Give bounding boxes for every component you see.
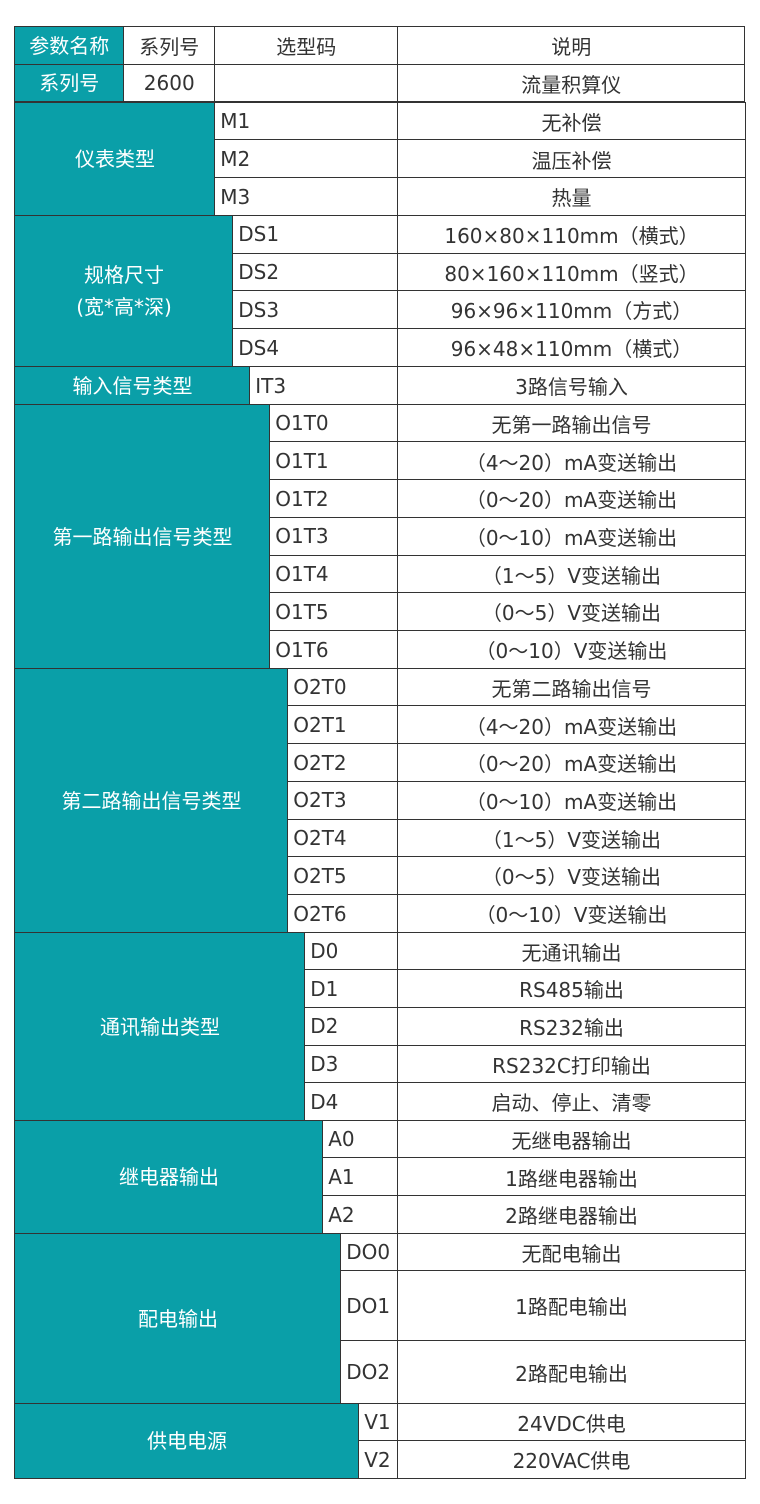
option-desc: （0～5）V变送输出 bbox=[397, 592, 746, 632]
option-code: O2T2 bbox=[287, 743, 399, 783]
option-code: O2T4 bbox=[287, 818, 399, 858]
option-desc: RS232输出 bbox=[397, 1006, 746, 1047]
option-desc: 无第一路输出信号 bbox=[397, 403, 746, 443]
group-label: 通讯输出类型 bbox=[14, 931, 306, 1122]
option-code: IT3 bbox=[249, 365, 399, 406]
option-code: A2 bbox=[322, 1195, 399, 1235]
group-label: 继电器输出 bbox=[14, 1119, 324, 1235]
option-desc: 1路配电输出 bbox=[397, 1269, 746, 1342]
group-label: 配电输出 bbox=[14, 1232, 342, 1405]
option-desc: 3路信号输入 bbox=[397, 365, 746, 406]
option-desc: 220VAC供电 bbox=[397, 1440, 746, 1480]
option-code: O2T5 bbox=[287, 856, 399, 896]
option-desc: 96×48×110mm（横式） bbox=[397, 328, 746, 368]
option-desc: RS232C打印输出 bbox=[397, 1044, 746, 1084]
option-desc: （0～20）mA变送输出 bbox=[397, 743, 746, 783]
option-desc: （1～5）V变送输出 bbox=[397, 554, 746, 594]
option-desc: 无通讯输出 bbox=[397, 931, 746, 971]
option-code: D2 bbox=[304, 1006, 399, 1047]
option-code: DS1 bbox=[232, 214, 399, 254]
option-code: V1 bbox=[358, 1402, 399, 1442]
option-code: O1T0 bbox=[269, 403, 399, 443]
option-desc: 无第二路输出信号 bbox=[397, 667, 746, 707]
option-desc: RS485输出 bbox=[397, 969, 746, 1009]
group-label: 第二路输出信号类型 bbox=[14, 667, 289, 934]
option-code: DO2 bbox=[340, 1339, 399, 1405]
option-code: DS2 bbox=[232, 252, 399, 292]
series-code bbox=[214, 64, 399, 103]
group-label: 仪表类型 bbox=[14, 101, 216, 217]
option-desc: 无继电器输出 bbox=[397, 1119, 746, 1159]
option-desc: （0～10）mA变送输出 bbox=[397, 516, 746, 557]
option-desc: 24VDC供电 bbox=[397, 1402, 746, 1442]
option-desc: （0～10）V变送输出 bbox=[397, 629, 746, 670]
option-code: DO1 bbox=[340, 1269, 399, 1342]
option-desc: （4～20）mA变送输出 bbox=[397, 705, 746, 745]
option-code: O1T4 bbox=[269, 554, 399, 594]
option-code: DS4 bbox=[232, 328, 399, 368]
option-code: M2 bbox=[214, 139, 399, 179]
option-code: O1T2 bbox=[269, 479, 399, 519]
series-value: 2600 bbox=[123, 64, 216, 103]
option-code: O2T6 bbox=[287, 893, 399, 934]
header-param-name: 参数名称 bbox=[14, 26, 125, 66]
option-desc: 启动、停止、清零 bbox=[397, 1082, 746, 1122]
option-code: O2T1 bbox=[287, 705, 399, 745]
option-desc: （4～20）mA变送输出 bbox=[397, 441, 746, 481]
option-desc: 1路继电器输出 bbox=[397, 1157, 746, 1197]
option-code: A0 bbox=[322, 1119, 399, 1159]
option-code: O1T5 bbox=[269, 592, 399, 632]
option-desc: （0～10）V变送输出 bbox=[397, 893, 746, 934]
option-desc: 无配电输出 bbox=[397, 1232, 746, 1272]
option-desc: （0～10）mA变送输出 bbox=[397, 780, 746, 821]
option-code: V2 bbox=[358, 1440, 399, 1480]
option-desc: 2路继电器输出 bbox=[397, 1195, 746, 1235]
option-desc: 160×80×110mm（横式） bbox=[397, 214, 746, 254]
option-code: DS3 bbox=[232, 290, 399, 330]
option-code: D4 bbox=[304, 1082, 399, 1122]
option-code: DO0 bbox=[340, 1232, 399, 1272]
option-code: O2T0 bbox=[287, 667, 399, 707]
option-desc: 热量 bbox=[397, 177, 746, 217]
option-code: O2T3 bbox=[287, 780, 399, 821]
option-desc: （0～20）mA变送输出 bbox=[397, 479, 746, 519]
header-desc: 说明 bbox=[397, 26, 746, 66]
option-code: M3 bbox=[214, 177, 399, 217]
option-desc: （0～5）V变送输出 bbox=[397, 856, 746, 896]
group-label: 供电电源 bbox=[14, 1402, 360, 1480]
group-label: 输入信号类型 bbox=[14, 365, 251, 406]
option-desc: （1～5）V变送输出 bbox=[397, 818, 746, 858]
series-desc: 流量积算仪 bbox=[397, 64, 746, 103]
group-label: 第一路输出信号类型 bbox=[14, 403, 271, 670]
option-code: O1T3 bbox=[269, 516, 399, 557]
option-code: A1 bbox=[322, 1157, 399, 1197]
group-label: 规格尺寸 (宽*高*深) bbox=[14, 214, 234, 368]
header-code: 选型码 bbox=[214, 26, 399, 66]
option-desc: 无补偿 bbox=[397, 101, 746, 141]
option-code: D0 bbox=[304, 931, 399, 971]
option-desc: 96×96×110mm（方式） bbox=[397, 290, 746, 330]
option-code: D3 bbox=[304, 1044, 399, 1084]
option-desc: 2路配电输出 bbox=[397, 1339, 746, 1405]
header-series: 系列号 bbox=[123, 26, 216, 66]
option-code: O1T6 bbox=[269, 629, 399, 670]
option-code: O1T1 bbox=[269, 441, 399, 481]
option-desc: 80×160×110mm（竖式） bbox=[397, 252, 746, 292]
series-label: 系列号 bbox=[14, 64, 125, 103]
option-code: D1 bbox=[304, 969, 399, 1009]
option-desc: 温压补偿 bbox=[397, 139, 746, 179]
option-code: M1 bbox=[214, 101, 399, 141]
